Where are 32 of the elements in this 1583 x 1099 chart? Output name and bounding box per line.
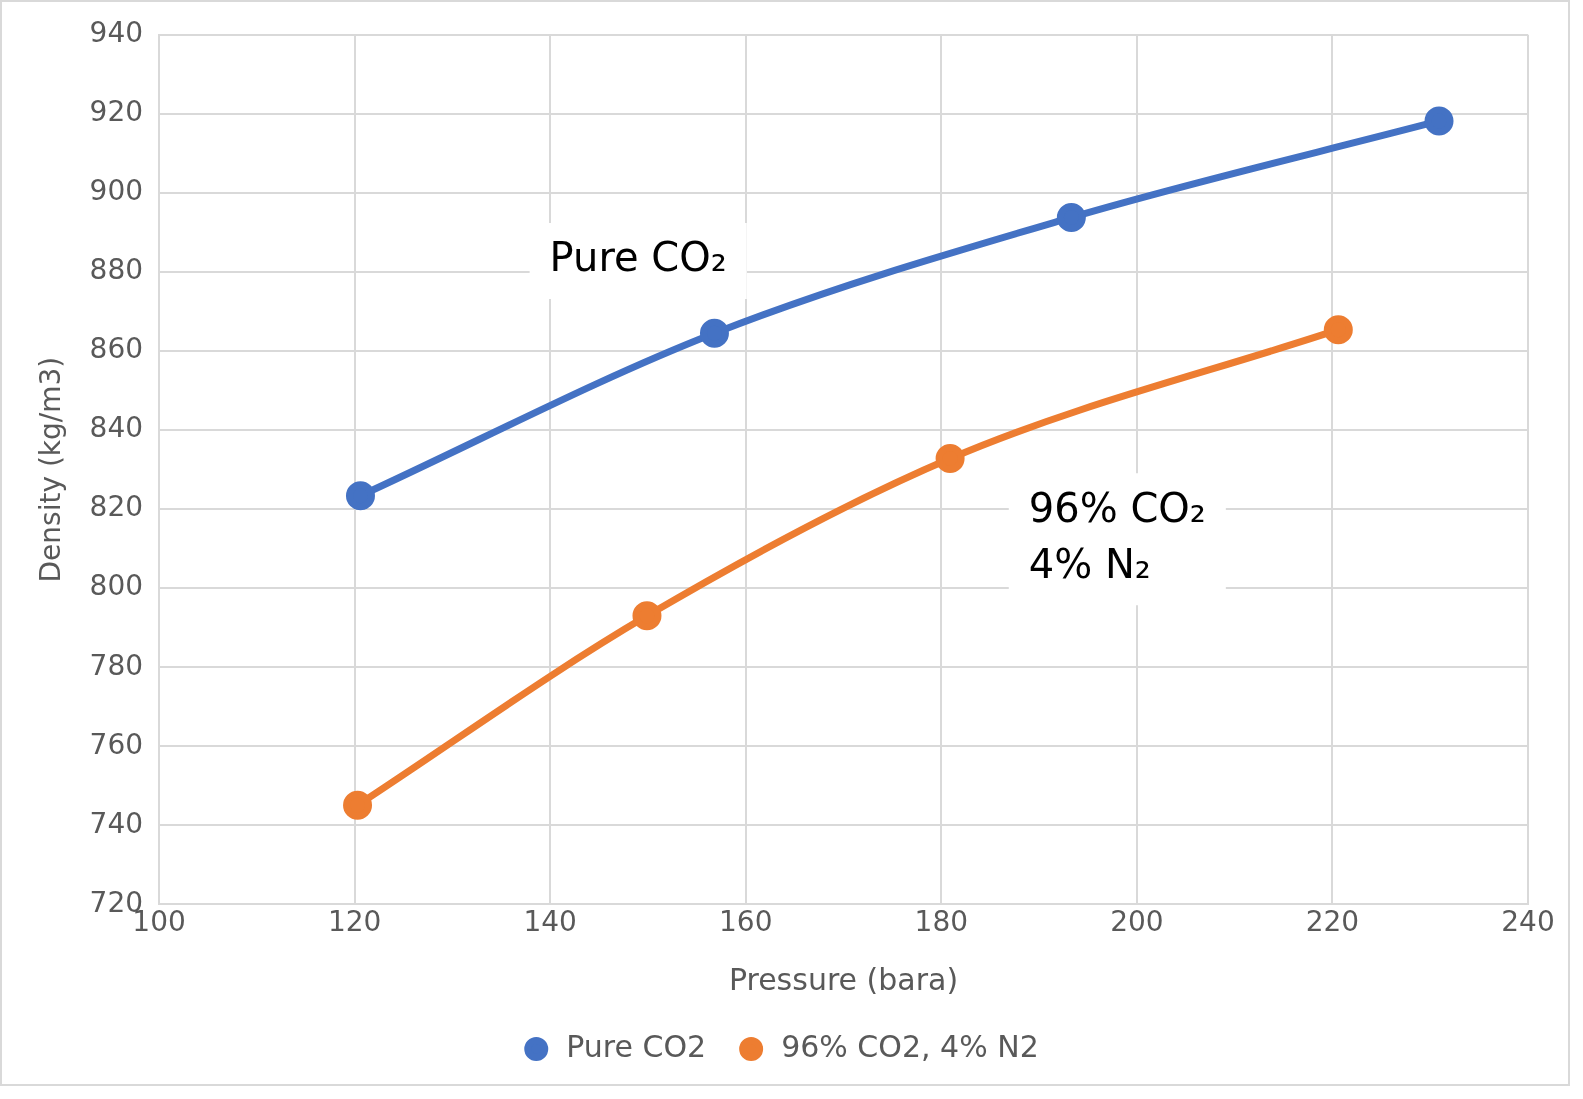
x-tick-label: 220	[1305, 905, 1360, 939]
point	[345, 481, 375, 511]
y-tick-label: 800	[89, 569, 144, 603]
point	[632, 601, 662, 631]
x-tick-label: 160	[719, 905, 773, 939]
x-tick-label: 180	[914, 905, 969, 939]
x-tick-label: 140	[523, 905, 577, 939]
y-tick-label: 900	[89, 174, 144, 208]
y-tick-label: 880	[89, 253, 144, 287]
x-axis-title: Pressure (bara)	[728, 961, 959, 997]
point	[1424, 106, 1454, 136]
annotation: 96% CO₂ 4% N₂	[1028, 484, 1206, 587]
point	[935, 444, 965, 474]
legend-label: Pure CO2	[566, 1028, 707, 1064]
legend-label: 96% CO2, 4% N2	[781, 1028, 1039, 1064]
x-tick-label: 200	[1110, 905, 1164, 939]
y-tick-label: 840	[89, 411, 144, 445]
y-tick-label: 780	[89, 648, 144, 682]
y-tick-label: 820	[89, 490, 144, 524]
y-axis-title: Density (kg/m3)	[34, 356, 68, 583]
y-tick-label: 940	[89, 16, 144, 50]
y-tick-label: 740	[89, 806, 144, 840]
point	[1056, 202, 1086, 232]
y-tick-label: 760	[89, 727, 144, 761]
y-tick-label: 860	[89, 332, 144, 366]
y-tick-label: 920	[89, 95, 144, 129]
point	[343, 790, 373, 820]
point	[1323, 315, 1353, 345]
point	[699, 318, 729, 348]
x-tick-label: 240	[1501, 905, 1555, 939]
annotation: Pure CO₂	[549, 234, 727, 281]
x-tick-label: 120	[327, 905, 382, 939]
